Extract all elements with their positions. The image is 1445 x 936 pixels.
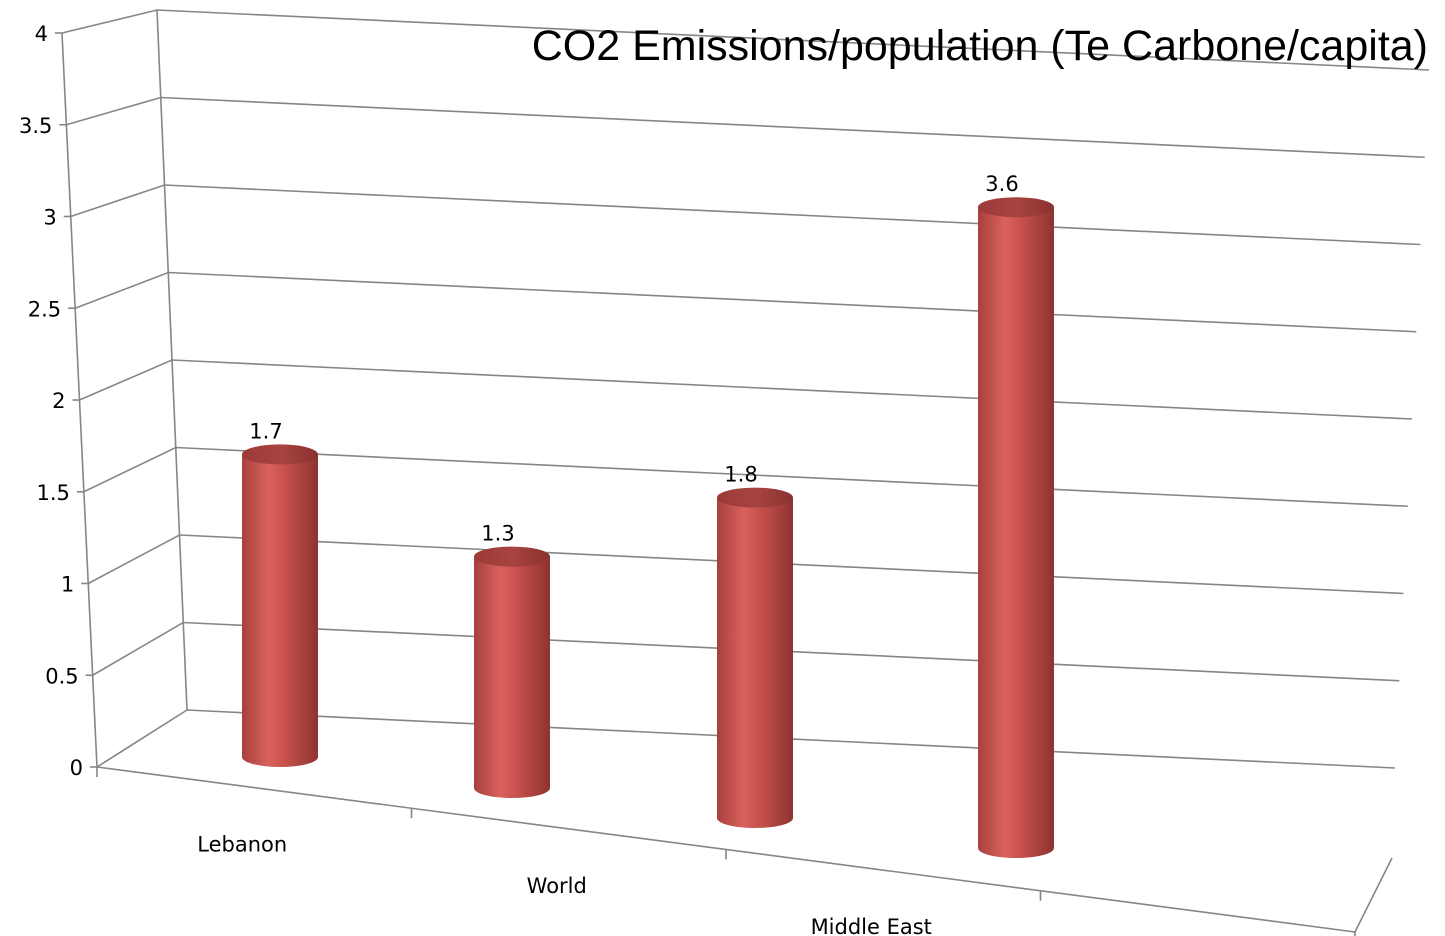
data-label: 3.6 — [985, 172, 1018, 196]
y-tick-label: 2 — [52, 389, 65, 413]
chart-title: CO2 Emissions/population (Te Carbone/cap… — [532, 22, 1428, 70]
back-wall-edge — [156, 9, 188, 711]
gridline — [79, 359, 1413, 420]
data-label: 1.7 — [249, 419, 282, 443]
y-axis-ticks: 0 0.5 1 1.5 2 2.5 3 3.5 4 — [19, 22, 97, 780]
gridline — [66, 96, 1425, 159]
x-category-label: World — [527, 874, 587, 898]
bar-top — [474, 546, 550, 567]
data-label: 1.3 — [481, 522, 514, 546]
y-tick-label: 4 — [35, 22, 48, 46]
y-tick-label: 1.5 — [36, 481, 69, 505]
data-label: 1.8 — [724, 463, 757, 487]
floor-right-edge — [1354, 857, 1393, 933]
y-tick-label: 0 — [70, 756, 83, 780]
bar-body — [474, 556, 550, 798]
y-tick-label: 3.5 — [19, 114, 52, 138]
bar-lebanon — [242, 444, 318, 767]
bar-body — [242, 454, 318, 767]
x-category-label: Lebanon — [197, 833, 287, 857]
bar-world — [474, 546, 550, 798]
bar-body — [978, 207, 1054, 858]
bar-top — [242, 444, 318, 465]
bars — [242, 197, 1054, 858]
bar-oecd — [978, 197, 1054, 858]
bar-body — [717, 497, 793, 828]
bar-top — [717, 487, 793, 508]
bar-middle-east — [717, 487, 793, 828]
y-tick-label: 3 — [43, 206, 56, 230]
y-tick-label: 2.5 — [28, 297, 61, 321]
y-tick-label: 1 — [61, 573, 74, 597]
x-category-label: Middle East — [811, 915, 932, 936]
data-labels: 1.7 1.3 1.8 3.6 — [249, 172, 1018, 545]
y-tick-label: 0.5 — [45, 664, 78, 688]
gridline — [74, 271, 1417, 333]
bar-top — [978, 197, 1054, 218]
gridline — [70, 184, 1421, 246]
